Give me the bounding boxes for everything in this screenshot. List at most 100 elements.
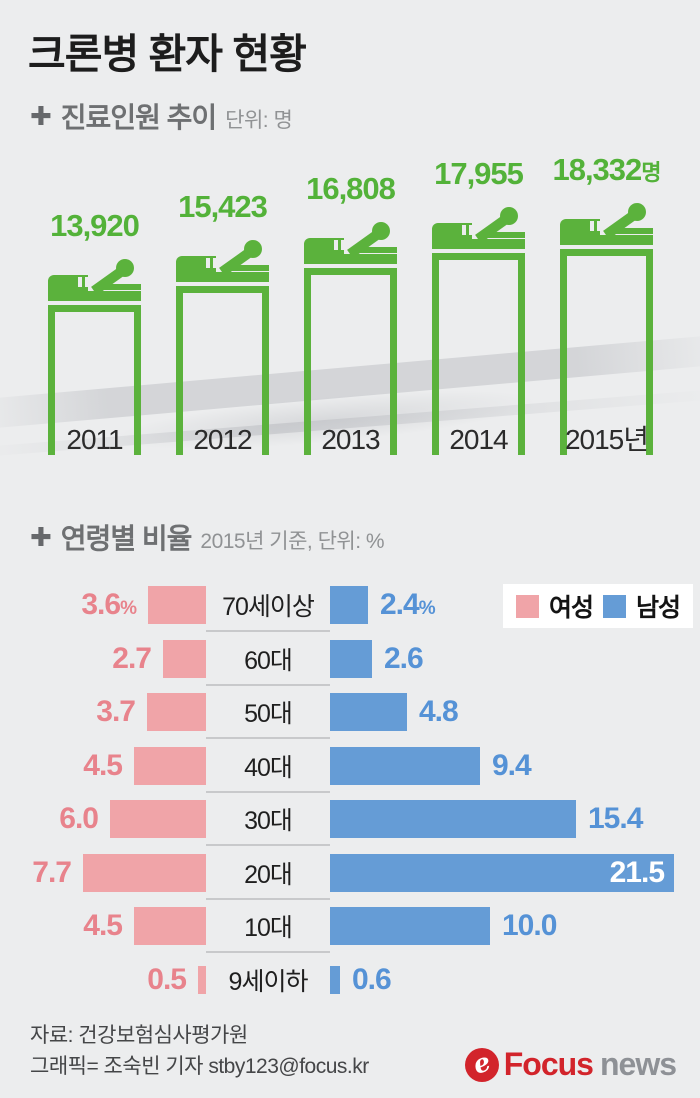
age-section-title: 연령별 비율 <box>60 523 193 554</box>
age-group-label: 70세이상 <box>222 593 315 621</box>
female-legend-swatch <box>516 594 539 618</box>
age-group-label: 50대 <box>244 700 293 728</box>
plus-icon: ✚ <box>30 522 52 552</box>
trend-bar-value: 15,423 <box>178 189 268 224</box>
trend-bar-value: 13,920 <box>50 208 140 243</box>
female-bar <box>134 747 206 785</box>
trend-bar-value: 18,332명 <box>552 152 661 187</box>
logo-word-focus: Focus <box>503 1046 594 1082</box>
male-value: 21.5 <box>609 856 665 889</box>
age-row: 3.7 50대 4.8 <box>0 685 700 739</box>
age-row: 7.7 20대 21.5 <box>0 846 700 900</box>
male-value: 15.4 <box>588 802 643 835</box>
female-value: 6.0 <box>59 802 99 835</box>
focusnews-logo-mark-icon: e <box>464 1047 499 1082</box>
row-separator <box>206 684 330 686</box>
age-row: 6.0 30대 15.4 <box>0 792 700 846</box>
credit-note: 그래픽= 조숙빈 기자 stby123@focus.kr <box>30 1055 369 1078</box>
female-legend-label: 여성 <box>549 594 594 622</box>
source-note: 자료: 건강보험심사평가원 <box>30 1024 248 1047</box>
focusnews-logo: e Focus news <box>464 1046 677 1083</box>
age-group-label: 9세이하 <box>228 968 309 996</box>
female-value: 3.6% <box>81 588 137 621</box>
age-group-label: 20대 <box>244 861 293 889</box>
male-legend-swatch <box>603 594 627 618</box>
female-bar <box>147 693 206 731</box>
age-diverging-bar-chart: 여성 남성 3.6% 70세이상 2.4% 2.7 60대 2.6 3.7 50대 4.8 4.5… <box>0 578 700 1010</box>
trend-bar-outline <box>304 268 397 455</box>
row-separator <box>206 844 330 846</box>
plus-icon: ✚ <box>30 101 52 131</box>
trend-section-title: 진료인원 추이 <box>60 102 217 133</box>
trend-bar-value: 16,808 <box>306 171 396 206</box>
male-value: 2.4% <box>380 588 436 621</box>
trend-bar: 17,955 2014 <box>432 158 525 455</box>
age-group-label: 40대 <box>244 754 293 782</box>
logo-word-news: news <box>599 1046 677 1082</box>
trend-bar-year-label: 2012 <box>193 424 252 455</box>
row-separator <box>206 951 330 953</box>
row-separator <box>206 630 330 632</box>
female-bar <box>148 586 206 624</box>
trend-bar-year-label: 2013 <box>321 424 380 455</box>
age-section-subtitle: 2015년 기준, 단위: % <box>200 530 385 553</box>
male-bar <box>330 966 340 994</box>
male-value: 4.8 <box>419 695 459 728</box>
trend-bar-outline <box>176 286 269 455</box>
patient-in-bed-icon <box>48 259 141 301</box>
female-value: 4.5 <box>83 909 123 942</box>
age-section-header: ✚ 연령별 비율 2015년 기준, 단위: % <box>30 517 385 557</box>
male-bar: 21.5 <box>330 854 674 892</box>
male-value: 0.6 <box>352 963 392 996</box>
trend-bar: 13,920 2011 <box>48 210 141 455</box>
age-row: 4.5 40대 9.4 <box>0 739 700 793</box>
male-value: 9.4 <box>492 749 532 782</box>
trend-bar-value: 17,955 <box>434 156 524 191</box>
trend-bar-year-label: 2014 <box>449 424 508 455</box>
age-row: 0.5 9세이하 0.6 <box>0 953 700 1007</box>
patient-in-bed-icon <box>304 222 397 264</box>
trend-bar-outline <box>48 305 141 455</box>
age-group-label: 10대 <box>244 914 293 942</box>
patient-in-bed-icon <box>560 203 653 245</box>
female-value: 7.7 <box>32 856 72 889</box>
patient-in-bed-icon <box>432 207 525 249</box>
female-bar <box>163 640 206 678</box>
male-bar <box>330 693 407 731</box>
male-value: 2.6 <box>384 642 424 675</box>
trend-bar: 18,332명 2015년 <box>552 154 662 455</box>
trend-section-header: ✚ 진료인원 추이 단위: 명 <box>30 96 293 136</box>
trend-bar-year-label: 2015년 <box>564 424 649 455</box>
male-legend-label: 남성 <box>636 594 681 622</box>
female-value: 3.7 <box>96 695 136 728</box>
trend-bar-outline <box>560 249 653 455</box>
female-value: 2.7 <box>112 642 152 675</box>
row-separator <box>206 898 330 900</box>
male-bar <box>330 640 372 678</box>
row-separator <box>206 737 330 739</box>
age-group-label: 30대 <box>244 807 293 835</box>
chart-legend: 여성 남성 <box>503 584 694 628</box>
female-bar <box>134 907 206 945</box>
male-bar <box>330 747 480 785</box>
male-bar <box>330 907 490 945</box>
trend-section-unit: 단위: 명 <box>225 109 293 132</box>
trend-bar-year-label: 2011 <box>66 424 123 455</box>
trend-bar-chart: 13,920 2011 15,423 2012 16,808 2013 17,955 2014… <box>0 115 700 462</box>
age-row: 3.6% 70세이상 2.4% <box>0 578 700 632</box>
female-bar <box>110 800 206 838</box>
trend-bar-outline <box>432 253 525 455</box>
female-value: 4.5 <box>83 749 123 782</box>
page-title: 크론병 환자 현황 <box>28 31 307 77</box>
row-separator <box>206 791 330 793</box>
male-bar <box>330 800 576 838</box>
female-bar <box>83 854 206 892</box>
trend-bar: 16,808 2013 <box>304 173 397 455</box>
female-bar <box>198 966 206 994</box>
male-value: 10.0 <box>502 909 557 942</box>
female-value: 0.5 <box>147 963 187 996</box>
trend-bar: 15,423 2012 <box>176 191 269 455</box>
age-group-label: 60대 <box>244 647 293 675</box>
age-row: 4.5 10대 10.0 <box>0 899 700 953</box>
